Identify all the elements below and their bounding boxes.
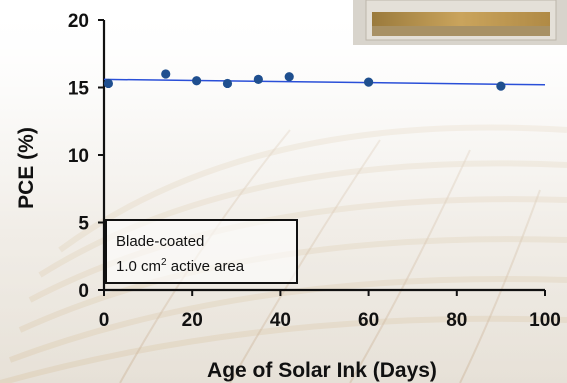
- data-point: [496, 81, 506, 91]
- x-tick-label: 60: [358, 310, 379, 331]
- data-point: [161, 69, 171, 79]
- y-tick-label: 15: [68, 79, 90, 100]
- annotation-line-1: Blade-coated: [116, 233, 204, 250]
- data-point: [364, 77, 374, 87]
- x-tick-label: 20: [182, 310, 203, 331]
- inset-photo: [353, 0, 567, 45]
- annotation-line-2: 1.0 cm2 active area: [116, 257, 245, 275]
- annotation-box: Blade-coated 1.0 cm2 active area: [105, 219, 298, 284]
- data-point: [192, 76, 202, 86]
- x-ticks: 0 20 40 60 80 100: [99, 290, 561, 331]
- data-point: [284, 72, 294, 82]
- trend-line: [103, 78, 546, 86]
- x-axis-title: Age of Solar Ink (Days): [207, 359, 437, 382]
- data-point: [103, 78, 114, 89]
- data-points: [103, 69, 506, 91]
- y-tick-label: 10: [68, 146, 89, 167]
- data-point: [253, 74, 263, 84]
- x-tick-label: 100: [529, 310, 561, 331]
- x-tick-label: 40: [270, 310, 291, 331]
- y-tick-label: 20: [68, 11, 89, 32]
- data-point: [222, 78, 233, 89]
- x-tick-label: 80: [446, 310, 467, 331]
- y-axis-title: PCE (%): [15, 127, 38, 209]
- x-tick-label: 0: [99, 310, 110, 331]
- y-tick-label: 0: [78, 281, 89, 302]
- y-tick-label: 5: [78, 214, 89, 235]
- y-ticks: 0 5 10 15 20: [68, 11, 104, 302]
